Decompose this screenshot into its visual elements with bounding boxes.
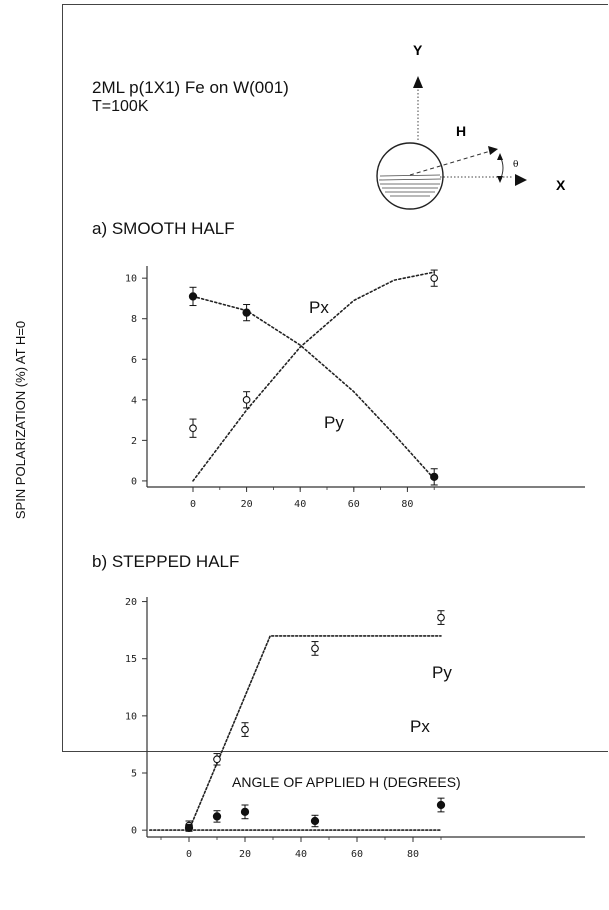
y-tick-label-a: 10 [125,274,137,285]
x-tick-label-b: 20 [239,849,251,860]
sample-title: 2ML p(1X1) Fe on W(001) [92,78,289,97]
inset-h-label: H [456,123,466,139]
x-tick-label-a: 40 [294,499,306,510]
fit-curve-px-a [192,295,436,480]
fit-curve-py-a [192,271,436,482]
data-point-py-b [311,644,319,653]
series-label-px-a: Px [309,298,329,317]
x-tick-label-b: 60 [351,849,363,860]
x-tick-label-b: 80 [407,849,419,860]
chart-stepped-half: 0 5 10 15 20 0 20 40 60 80 Py Px [125,597,585,860]
inset-theta-label: θ [513,160,518,170]
data-point-px-b [436,800,446,810]
y-tick-label-b: 0 [131,826,137,837]
y-tick-label-a: 8 [131,314,137,325]
data-point-px-b [310,816,320,826]
y-arrow-icon [413,76,423,88]
theta-arrow-bottom-icon [497,176,503,183]
x-tick-label-a: 0 [190,499,196,510]
series-label-py-b: Py [432,663,452,682]
y-tick-label-a: 6 [131,355,137,366]
y-tick-label-a: 2 [131,436,137,447]
data-point-px-b [184,823,194,833]
x-tick-label-b: 0 [186,849,192,860]
series-label-px-b: Px [410,717,430,736]
data-point-py-b [213,755,221,764]
y-tick-label-a: 0 [131,476,137,487]
y-tick-label-b: 5 [131,769,137,780]
data-point-py-a [242,395,251,404]
y-tick-label-b: 10 [125,711,137,722]
x-tick-label-a: 80 [401,499,413,510]
panel-b-title: b) STEPPED HALF [92,552,240,571]
data-point-px-a [242,308,251,317]
data-point-px-b [212,812,222,821]
x-tick-label-b: 40 [295,849,307,860]
inset-x-label: X [556,177,566,193]
data-point-px-a [430,472,439,482]
step-hatching [378,174,442,197]
data-point-py-a [189,424,197,433]
data-point-py-b [437,613,445,622]
panel-a-title: a) SMOOTH HALF [92,219,235,238]
fit-curve-py-b [188,635,442,831]
series-label-py-a: Py [324,413,344,432]
y-tick-label-b: 20 [125,597,137,608]
sample-disc [376,142,444,210]
x-tick-label-a: 60 [348,499,360,510]
data-point-px-b [240,807,250,817]
data-point-py-a [430,274,439,283]
x-arrow-icon [515,174,527,186]
h-vector-line [409,149,495,176]
x-axis-label: ANGLE OF APPLIED H (DEGREES) [232,774,461,790]
figure-frame [62,4,608,752]
theta-arrow-top-icon [497,153,503,160]
temperature-label: T=100K [92,98,149,115]
inset-y-label: Y [413,42,423,58]
h-arrow-icon [488,146,498,155]
y-tick-label-a: 4 [131,395,137,406]
geometry-inset: Y H θ X [376,42,566,210]
data-point-py-b [241,725,249,734]
y-tick-label-b: 15 [125,654,137,665]
x-tick-label-a: 20 [241,499,253,510]
data-point-px-a [188,292,198,301]
chart-smooth-half: 0 2 4 6 8 10 0 20 40 60 80 Px Py [125,266,585,510]
